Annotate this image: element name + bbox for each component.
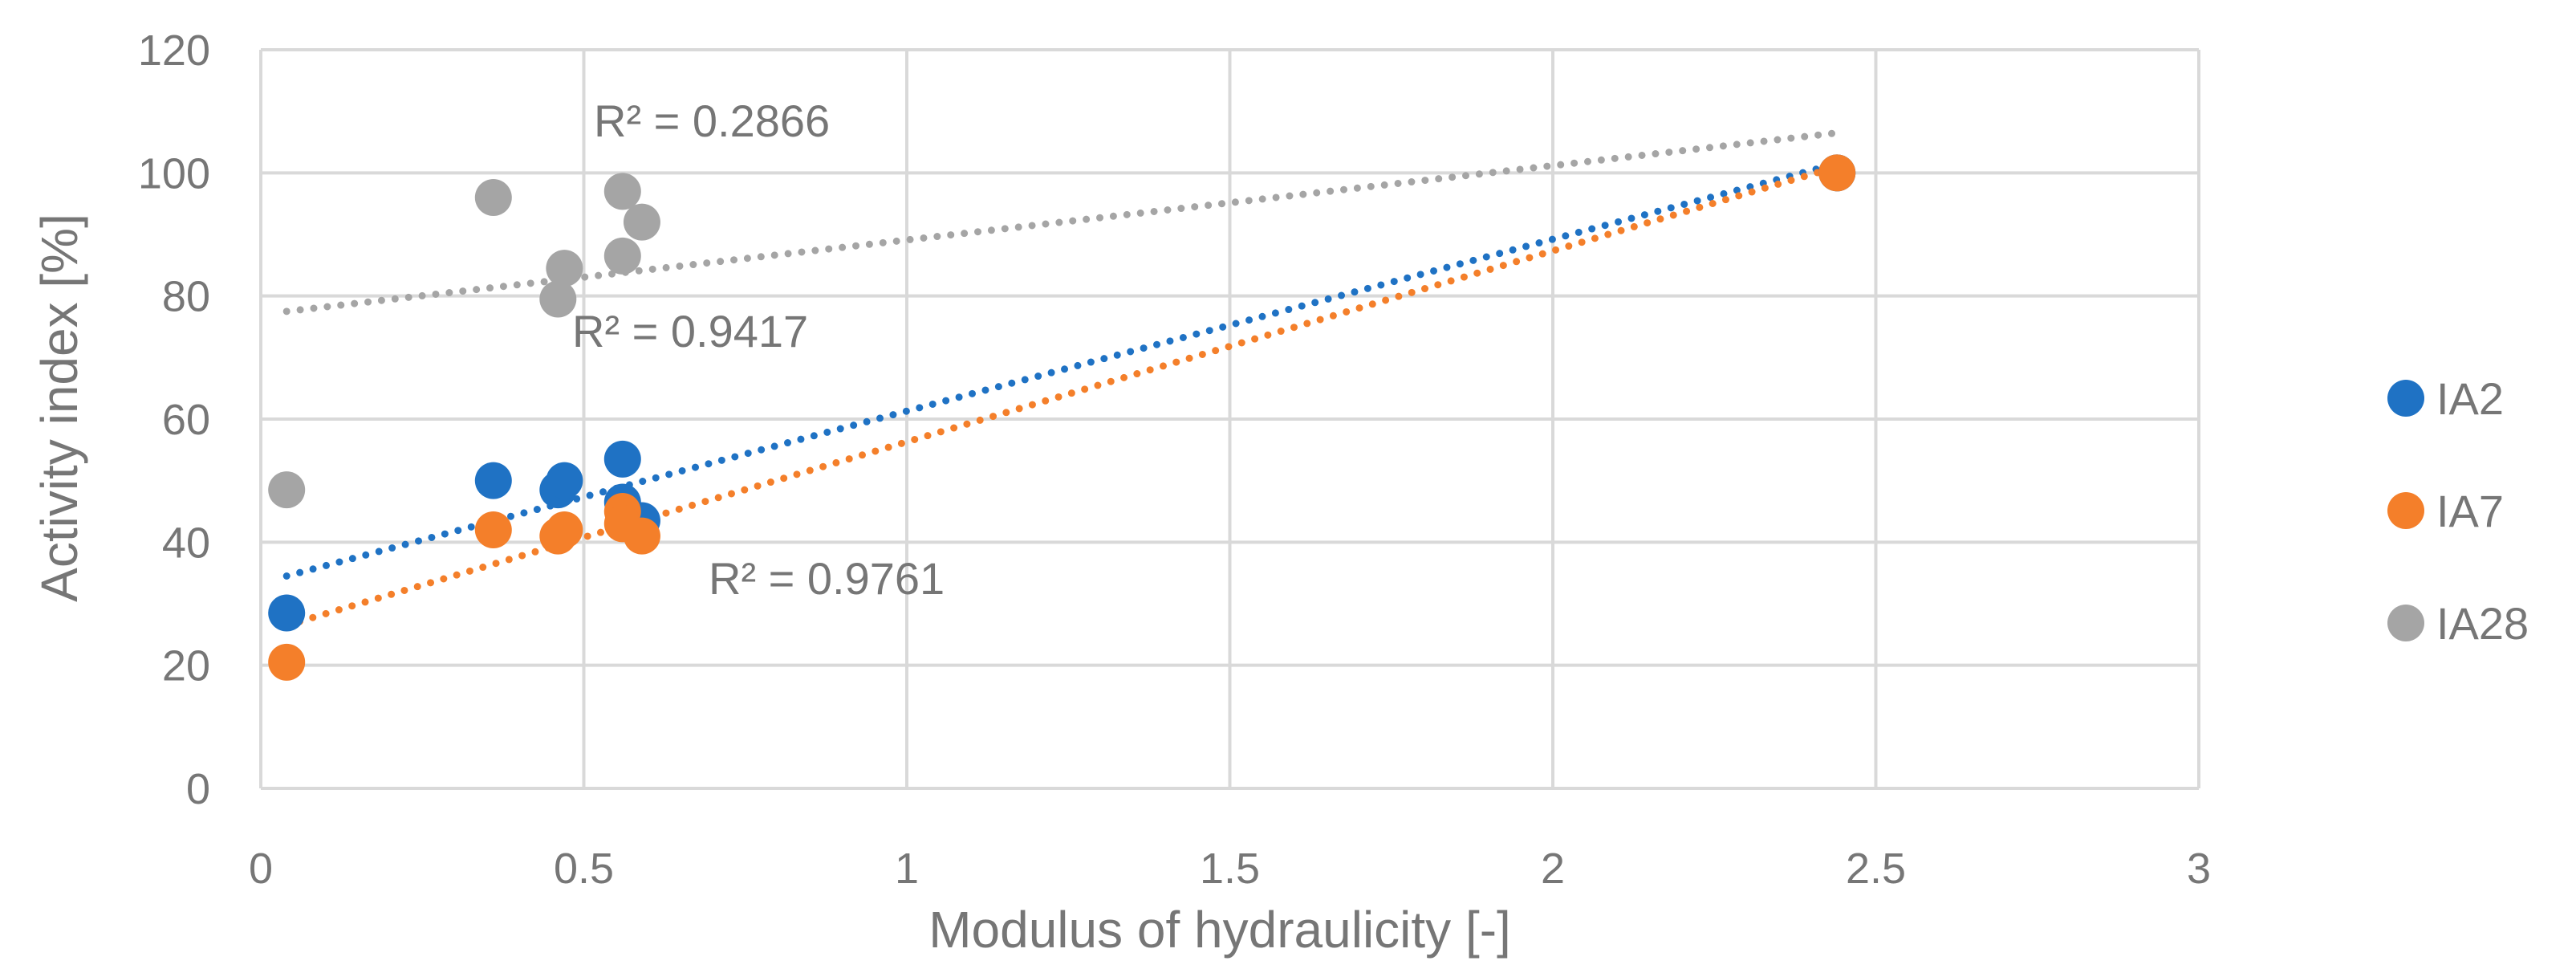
point-ia2: [546, 462, 583, 499]
y-tick-label: 80: [162, 273, 210, 321]
legend-label-ia7: IA7: [2436, 486, 2504, 536]
y-tick-label: 20: [162, 642, 210, 690]
grid-lines: [259, 48, 2200, 790]
trendlines: [282, 129, 1841, 629]
x-tick-label: 1: [895, 845, 919, 893]
point-ia7: [1818, 154, 1856, 192]
point-ia28: [539, 280, 577, 318]
legend-label-ia2: IA2: [2436, 373, 2504, 424]
point-ia2: [268, 594, 306, 632]
data-points: [268, 154, 1856, 681]
point-ia7: [268, 643, 306, 681]
point-ia7: [474, 511, 512, 548]
y-tick-label: 0: [186, 765, 210, 813]
point-ia28: [268, 471, 306, 509]
legend: IA2 IA7 IA28: [2387, 373, 2529, 649]
point-ia28: [474, 179, 512, 216]
x-tick-label: 0: [249, 845, 273, 893]
point-ia28: [603, 237, 641, 275]
x-tick-label: 1.5: [1200, 845, 1260, 893]
y-tick-label: 40: [162, 519, 210, 567]
point-ia7: [546, 511, 583, 548]
x-tick-label: 3: [2187, 845, 2211, 893]
r2-label-ia2: R² = 0.9417: [572, 306, 808, 356]
r2-label-ia7: R² = 0.9761: [709, 553, 945, 604]
point-ia7: [623, 517, 660, 555]
point-ia28: [546, 250, 583, 287]
x-tick-labels: 0 0.5 1 1.5 2 2.5 3: [249, 845, 2211, 893]
trendline-ia28: [282, 129, 1841, 316]
legend-marker-ia7: [2387, 492, 2424, 529]
point-ia2: [474, 462, 512, 499]
y-axis-title: Activity index [%]: [30, 214, 88, 602]
y-tick-labels: 0 20 40 60 80 100 120: [138, 26, 210, 813]
r2-label-ia28: R² = 0.2866: [594, 96, 830, 146]
y-tick-label: 100: [138, 149, 210, 197]
legend-label-ia28: IA28: [2436, 598, 2529, 649]
r-squared-labels: R² = 0.9417 R² = 0.9761 R² = 0.2866: [572, 96, 945, 604]
point-ia28: [623, 203, 660, 241]
x-tick-label: 2.5: [1846, 845, 1906, 893]
legend-marker-ia2: [2387, 380, 2424, 417]
x-tick-label: 0.5: [554, 845, 614, 893]
trendline-ia7: [282, 163, 1841, 629]
y-tick-label: 60: [162, 396, 210, 444]
x-tick-label: 2: [1541, 845, 1565, 893]
point-ia28: [603, 173, 641, 210]
legend-marker-ia28: [2387, 605, 2424, 641]
point-ia2: [603, 440, 641, 478]
x-axis-title: Modulus of hydraulicity [-]: [928, 901, 1511, 959]
trendline-ia2: [282, 160, 1841, 580]
y-tick-label: 120: [138, 26, 210, 75]
